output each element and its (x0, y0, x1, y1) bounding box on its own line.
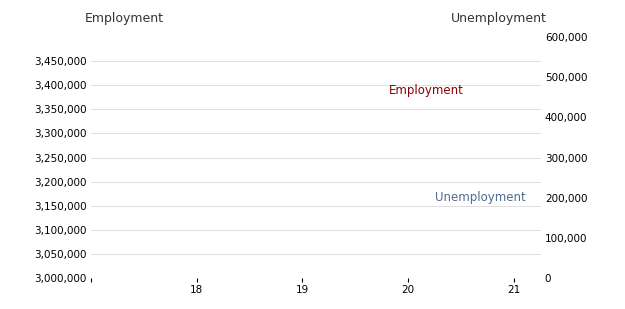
Text: Unemployment: Unemployment (435, 191, 526, 204)
Text: Employment: Employment (84, 12, 163, 25)
Text: Employment: Employment (389, 84, 464, 97)
Text: Unemployment: Unemployment (451, 12, 547, 25)
